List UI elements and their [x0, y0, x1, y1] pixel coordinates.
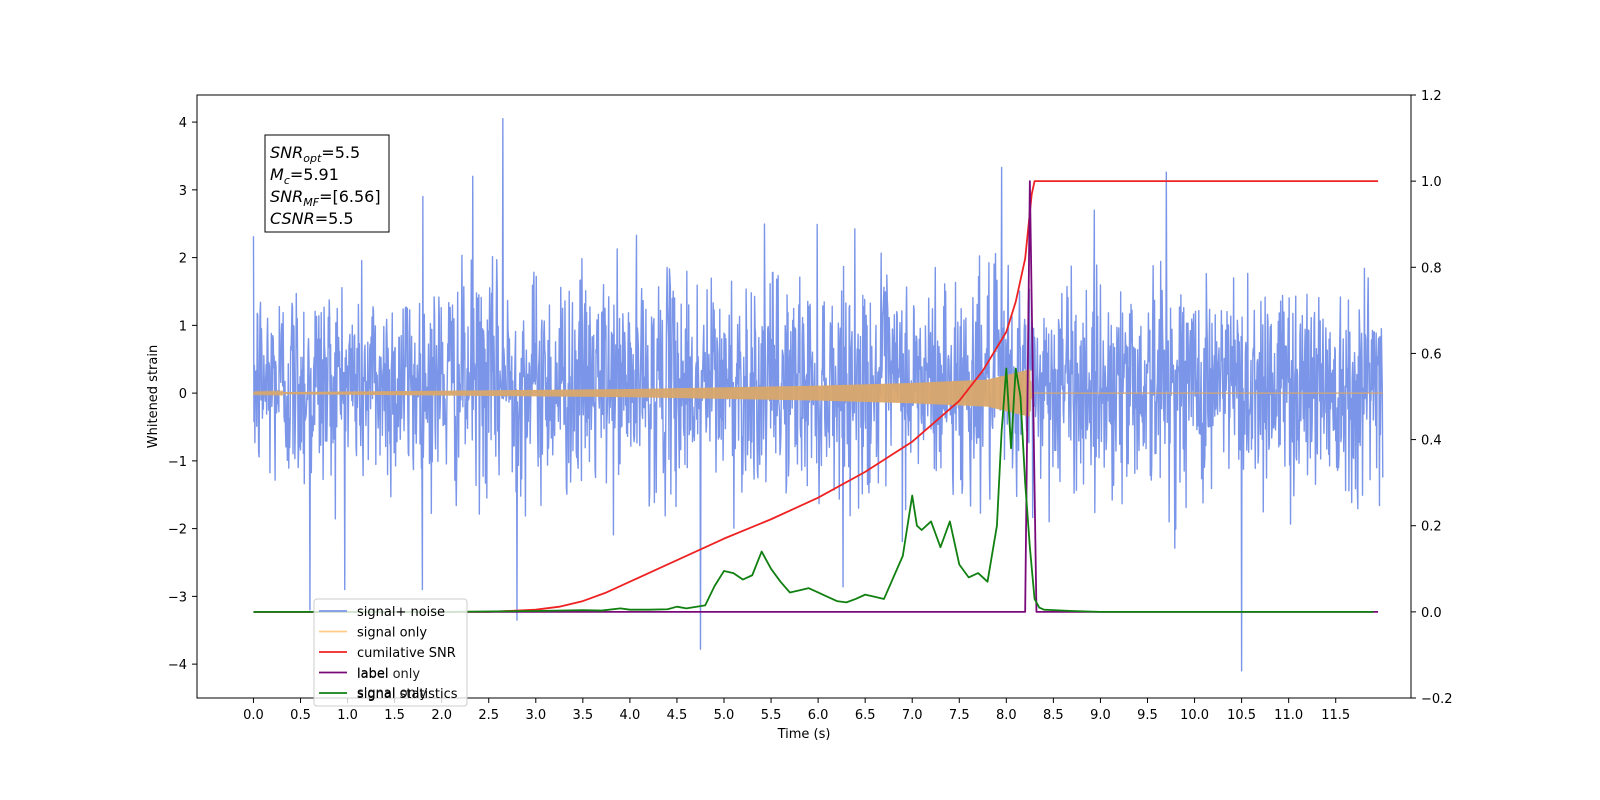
y-tick-label: 3 — [179, 184, 187, 199]
x-tick-label: 9.0 — [1090, 708, 1111, 723]
x-tick-label: 5.0 — [714, 708, 735, 723]
annotation-value: =5.5 — [315, 209, 354, 228]
y-axis-left: −4 −3 −2 −1 0 1 2 3 4 — [168, 116, 197, 673]
y2-tick-label: 0.8 — [1421, 261, 1442, 276]
y2-tick-label: 0.6 — [1421, 347, 1442, 362]
x-tick-label: 2.0 — [431, 708, 452, 723]
legend-frame — [313, 598, 468, 707]
annotation-line: CSNR=5.5 — [270, 209, 354, 228]
x-tick-label: 1.5 — [384, 708, 405, 723]
y-tick-label: 2 — [179, 252, 187, 267]
y-tick-label: −1 — [168, 455, 187, 470]
legend-label: signal statistics — [357, 687, 458, 702]
plot-series — [252, 118, 1384, 672]
series-signal-statistics — [253, 367, 1374, 613]
y-tick-label: 4 — [179, 116, 187, 131]
x-tick-label: 9.5 — [1137, 708, 1158, 723]
annotation-subscript: MF — [303, 196, 319, 209]
annotation-subscript: opt — [303, 152, 322, 165]
annotation-symbol: M — [270, 165, 284, 184]
annotation-line: SNRopt=5.5 — [270, 143, 360, 165]
x-tick-label: 8.5 — [1043, 708, 1064, 723]
y-tick-label: 0 — [179, 387, 187, 402]
x-tick-label: 1.0 — [337, 708, 358, 723]
plot-area — [196, 94, 1412, 699]
legend-hidden-text: signal only — [357, 686, 427, 701]
x-tick-label: 11.5 — [1321, 708, 1350, 723]
y2-tick-label: 0.0 — [1421, 606, 1442, 621]
x-tick-label: 4.5 — [667, 708, 688, 723]
annotation-line: SNRMF=[6.56] — [270, 187, 381, 209]
y-tick-label: −2 — [168, 523, 187, 538]
x-tick-label: 11.0 — [1274, 708, 1303, 723]
series-cumilative-snr — [253, 180, 1379, 613]
annotation-value: =5.91 — [290, 165, 339, 184]
y2-tick-label: 0.4 — [1421, 434, 1442, 449]
y-tick-label: −3 — [168, 590, 187, 605]
annotation-symbol: SNR — [270, 187, 303, 206]
x-tick-label: 2.5 — [478, 708, 499, 723]
x-tick-label: 3.5 — [573, 708, 594, 723]
y-axis-right: −0.2 0.0 0.2 0.4 0.6 0.8 1.0 1.2 — [1411, 89, 1453, 707]
x-tick-label: 4.0 — [620, 708, 641, 723]
y2-tick-label: 0.2 — [1421, 520, 1442, 535]
legend-label: label — [357, 667, 388, 682]
y2-tick-label: 1.2 — [1421, 89, 1442, 104]
x-tick-label: 5.5 — [761, 708, 782, 723]
annotation-subscript: c — [284, 174, 290, 187]
x-tick-label: 6.5 — [855, 708, 876, 723]
y-tick-label: −4 — [168, 658, 187, 673]
x-tick-label: 7.0 — [902, 708, 923, 723]
x-tick-label: 0.0 — [243, 708, 264, 723]
x-axis: 0.0 0.5 1.0 1.5 2.0 2.5 3.0 3.5 4.0 4.5 5.0 5.5 6.0 6… — [243, 698, 1350, 723]
annotation-line: Mc=5.91 — [270, 165, 339, 187]
x-tick-label: 0.5 — [290, 708, 311, 723]
annotation-frame — [264, 134, 390, 233]
annotation-symbol: CSNR — [270, 209, 315, 228]
y2-tick-label: −0.2 — [1421, 692, 1453, 707]
legend-label: cumilative SNR — [357, 646, 456, 661]
legend-label: signal only — [357, 626, 427, 641]
x-tick-label: 10.5 — [1227, 708, 1256, 723]
x-tick-label: 3.0 — [525, 708, 546, 723]
y2-tick-label: 1.0 — [1421, 175, 1442, 190]
legend: label only signal only signal+ noise signal… — [313, 598, 468, 707]
x-tick-label: 7.5 — [949, 708, 970, 723]
annotation-symbol: SNR — [270, 143, 303, 162]
legend-label: signal+ noise — [357, 605, 445, 620]
legend-hidden-text: label only — [357, 667, 420, 682]
annotation-value: =[6.56] — [319, 187, 381, 206]
x-tick-label: 8.0 — [996, 708, 1017, 723]
y-axis-label: Whitened strain — [146, 345, 161, 448]
series-signal-only — [252, 369, 1383, 417]
annotation-value: =5.5 — [321, 143, 360, 162]
x-axis-label: Time (s) — [777, 727, 831, 742]
x-tick-label: 10.0 — [1180, 708, 1209, 723]
x-tick-label: 6.0 — [808, 708, 829, 723]
y-tick-label: 1 — [179, 319, 187, 334]
